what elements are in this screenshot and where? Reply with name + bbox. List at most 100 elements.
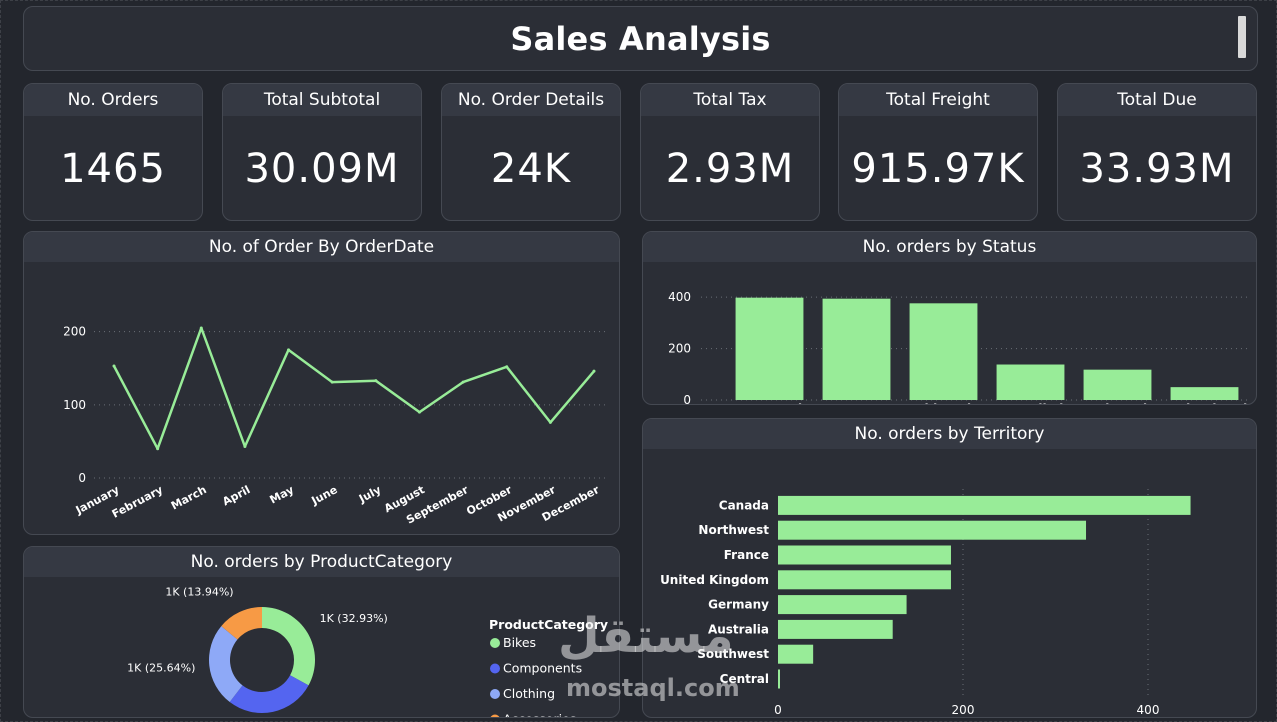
x-tick-label: July bbox=[356, 483, 383, 506]
bar bbox=[1083, 369, 1152, 400]
bar bbox=[909, 303, 978, 400]
data-point bbox=[112, 364, 116, 368]
data-point bbox=[461, 380, 465, 384]
donut-slice bbox=[262, 607, 315, 686]
series-line bbox=[112, 326, 595, 450]
bar bbox=[996, 364, 1065, 400]
bar bbox=[822, 298, 891, 400]
bar bbox=[778, 570, 951, 590]
x-tick-label: Backordered bbox=[1162, 402, 1248, 404]
line-chart-card[interactable]: No. of Order By OrderDate 0 100 200 January… bbox=[23, 231, 620, 535]
bar bbox=[778, 644, 814, 664]
y-tick-label: Southwest bbox=[697, 647, 769, 661]
kpi-value: 33.93M bbox=[1079, 145, 1235, 192]
kpi-value: 24K bbox=[490, 145, 572, 192]
x-tick-label: Approved bbox=[737, 402, 802, 404]
kpi-card-tax[interactable]: Total Tax 2.93M bbox=[640, 83, 820, 221]
legend-marker bbox=[490, 663, 500, 674]
y-tick-label: 400 bbox=[668, 290, 691, 304]
x-tick-label: 400 bbox=[1137, 703, 1160, 717]
data-label: 1K (13.94%) bbox=[165, 585, 233, 598]
y-tick-label: Australia bbox=[708, 622, 769, 636]
legend-label: Accessories bbox=[503, 712, 576, 718]
x-tick-label: In process bbox=[822, 402, 891, 404]
data-label: 1K (32.93%) bbox=[320, 612, 388, 625]
kpi-label: Total Due bbox=[1058, 84, 1256, 116]
donut-slice bbox=[229, 675, 309, 713]
legend-label: Bikes bbox=[503, 635, 536, 650]
bar bbox=[735, 297, 804, 400]
y-tick-label: 0 bbox=[683, 393, 691, 404]
chart-title: No. of Order By OrderDate bbox=[24, 232, 619, 262]
kpi-card-freight[interactable]: Total Freight 915.97K bbox=[838, 83, 1038, 221]
kpi-label: No. Orders bbox=[24, 84, 202, 116]
x-tick-label: 0 bbox=[774, 703, 782, 717]
legend-label: Clothing bbox=[503, 686, 555, 701]
y-tick-label: 200 bbox=[668, 342, 691, 356]
territory-chart-card[interactable]: No. orders by Territory 0 200 400 Canada Nor… bbox=[642, 418, 1257, 718]
kpi-value: 1465 bbox=[60, 145, 166, 192]
kpi-label: Total Freight bbox=[839, 84, 1037, 116]
x-tick-label: April bbox=[220, 483, 252, 508]
data-point bbox=[287, 348, 291, 352]
data-point bbox=[374, 379, 378, 383]
y-tick-label: 200 bbox=[63, 325, 86, 339]
data-point bbox=[592, 369, 596, 373]
territory-bar-chart[interactable]: 0 200 400 Canada Northwest France United Kingd… bbox=[643, 449, 1257, 717]
chart-title: No. orders by ProductCategory bbox=[24, 547, 619, 577]
bar bbox=[778, 595, 907, 615]
kpi-card-order-details[interactable]: No. Order Details 24K bbox=[441, 83, 621, 221]
status-chart-card[interactable]: No. orders by Status 0 200 400 Approved In p… bbox=[642, 231, 1257, 405]
data-point bbox=[156, 447, 160, 451]
scrollbar-handle[interactable] bbox=[1238, 16, 1246, 58]
bar bbox=[778, 669, 780, 689]
data-point bbox=[330, 380, 334, 384]
bar bbox=[1170, 387, 1239, 400]
y-tick-label: 0 bbox=[78, 471, 86, 485]
x-tick-label: March bbox=[169, 483, 209, 512]
x-tick-label: 200 bbox=[952, 703, 975, 717]
donut-slice bbox=[209, 626, 243, 703]
y-tick-label: Northwest bbox=[698, 523, 769, 537]
donut-slice bbox=[221, 607, 262, 640]
y-tick-label: France bbox=[724, 548, 769, 562]
kpi-label: Total Tax bbox=[641, 84, 819, 116]
legend-marker bbox=[490, 714, 500, 717]
legend-marker bbox=[490, 638, 500, 648]
data-point bbox=[199, 326, 203, 330]
chart-title: No. orders by Status bbox=[643, 232, 1256, 262]
kpi-label: Total Subtotal bbox=[223, 84, 421, 116]
x-tick-label: May bbox=[268, 483, 296, 506]
status-bar-chart[interactable]: 0 200 400 Approved In process Shipped Cancelle… bbox=[643, 262, 1257, 404]
bar bbox=[778, 619, 893, 639]
y-tick-label: Germany bbox=[708, 598, 769, 612]
y-tick-label: Central bbox=[720, 672, 769, 686]
data-point bbox=[417, 410, 421, 414]
category-chart-card[interactable]: No. orders by ProductCategory 1K (32.93%… bbox=[23, 546, 620, 718]
y-tick-label: United Kingdom bbox=[660, 573, 769, 587]
kpi-value: 2.93M bbox=[665, 145, 795, 192]
page-title: Sales Analysis bbox=[510, 19, 771, 58]
legend-marker bbox=[490, 689, 500, 699]
x-tick-label: Cancelled bbox=[998, 402, 1064, 404]
kpi-value: 915.97K bbox=[851, 145, 1025, 192]
kpi-label: No. Order Details bbox=[442, 84, 620, 116]
bar bbox=[778, 545, 951, 565]
x-tick-label: Rejected bbox=[1088, 402, 1147, 404]
chart-title: No. orders by Territory bbox=[643, 419, 1256, 449]
data-point bbox=[505, 365, 509, 369]
kpi-value: 30.09M bbox=[244, 145, 400, 192]
kpi-card-subtotal[interactable]: Total Subtotal 30.09M bbox=[222, 83, 422, 221]
bar bbox=[778, 495, 1191, 515]
y-tick-label: 100 bbox=[63, 398, 86, 412]
data-point bbox=[548, 420, 552, 424]
category-donut-chart[interactable]: 1K (32.93%)1K (27.49%)1K (25.64%)1K (13.… bbox=[24, 577, 620, 717]
bar bbox=[778, 520, 1087, 540]
title-card: Sales Analysis bbox=[23, 6, 1258, 71]
legend-title: ProductCategory bbox=[489, 617, 608, 632]
legend-label: Components bbox=[503, 661, 582, 676]
kpi-card-orders[interactable]: No. Orders 1465 bbox=[23, 83, 203, 221]
y-tick-label: Canada bbox=[719, 498, 769, 512]
kpi-card-total-due[interactable]: Total Due 33.93M bbox=[1057, 83, 1257, 221]
